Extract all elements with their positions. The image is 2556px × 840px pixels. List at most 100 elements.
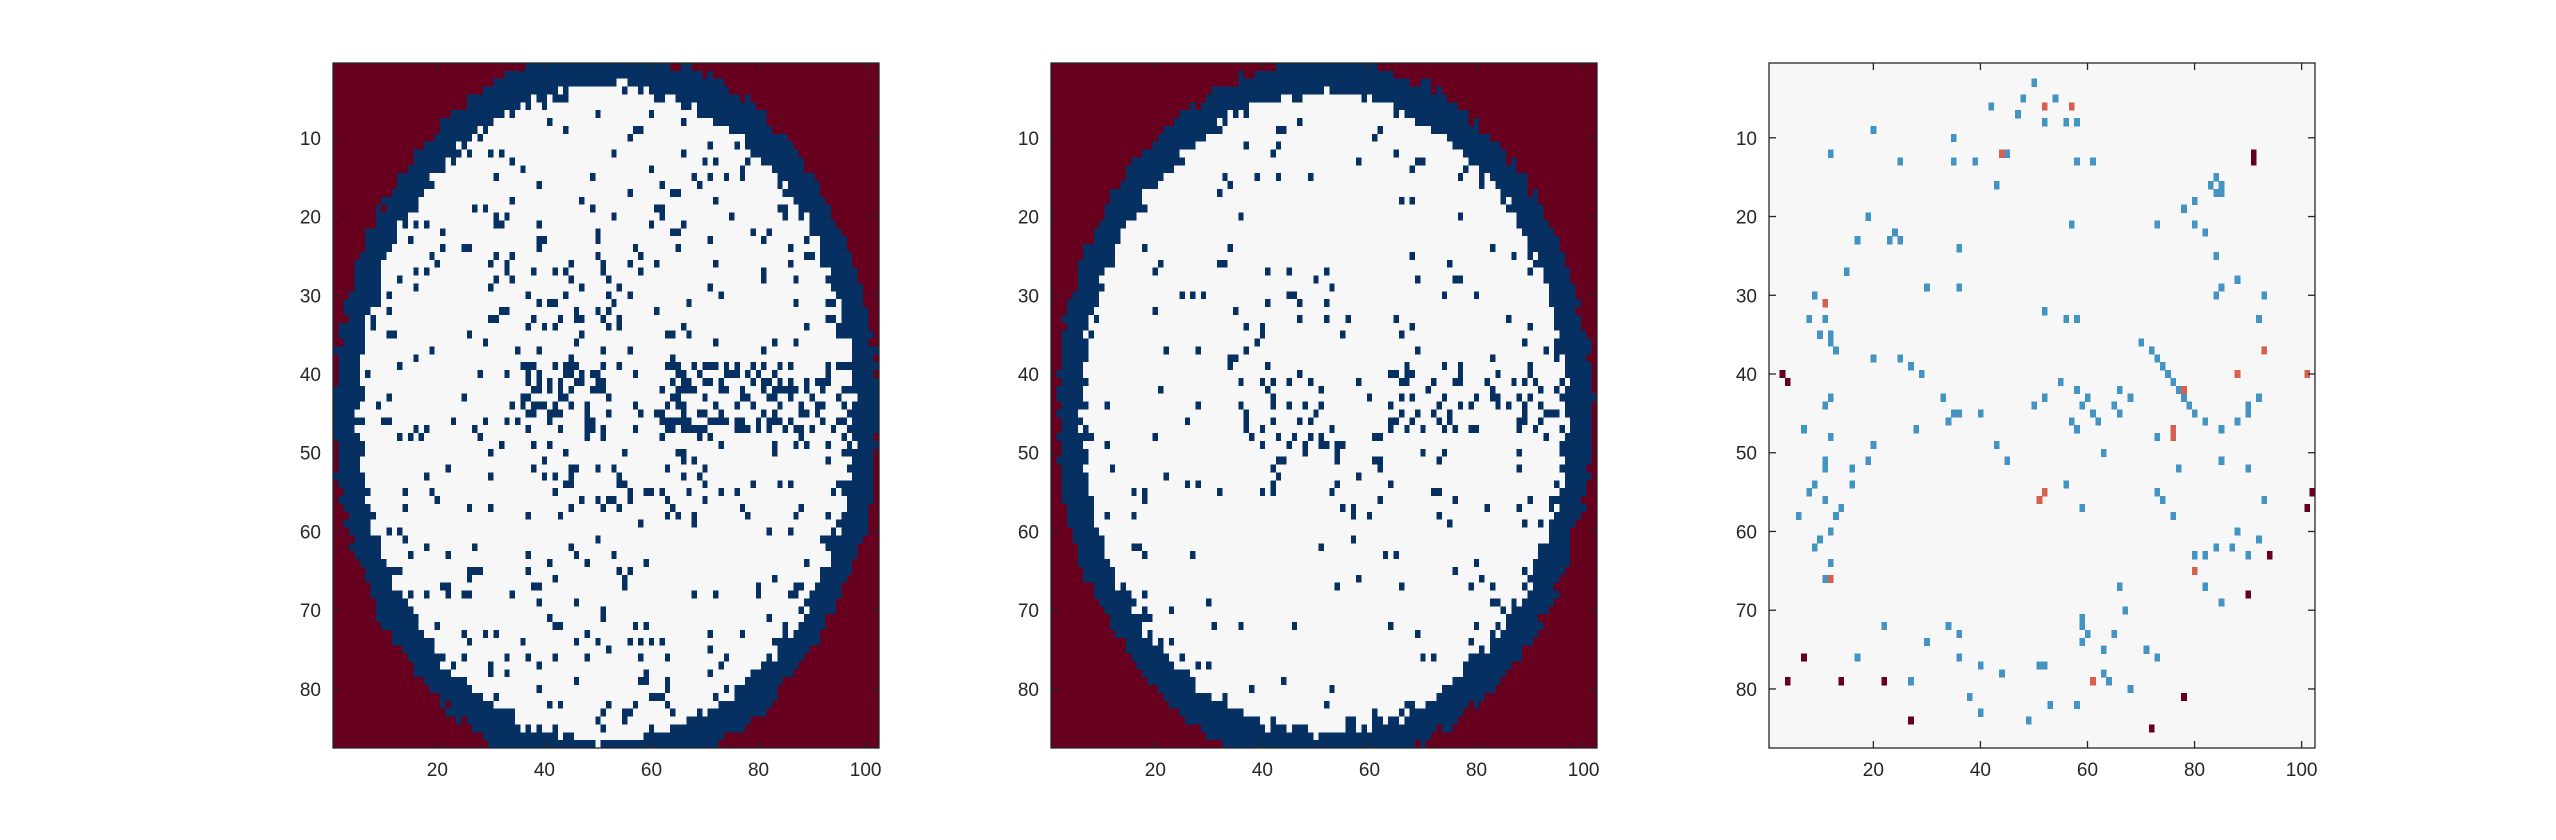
heatmap-cell [1489,629,1496,639]
heatmap-cell [734,401,741,410]
heatmap-cell [1275,125,1288,135]
heatmap-cell [809,212,832,221]
heatmap-cell [536,362,553,371]
heatmap-cell [1833,511,1839,520]
heatmap-cell [2127,393,2134,402]
heatmap-cell [1238,622,1245,631]
heatmap-cell [707,173,714,182]
heatmap-cell [793,582,805,592]
heatmap-cell [1522,338,1528,347]
heatmap-cell [1452,141,1502,151]
heatmap-cell [1495,629,1502,639]
heatmap-cell [1913,425,1920,434]
heatmap-cell [1067,299,1100,308]
heatmap-cell [820,535,864,544]
heatmap-cell [445,157,452,166]
heatmap-cell [1993,440,2000,450]
heatmap-cell [1398,377,1411,387]
heatmap-cell [1527,362,1534,371]
heatmap-cell [713,401,719,410]
heatmap-cell [1158,259,1164,269]
heatmap-cell [729,362,735,371]
heatmap-cell [2100,645,2107,654]
heatmap-cell [1051,401,1063,410]
heatmap-cell [1195,291,1202,300]
heatmap-cell [836,488,843,497]
heatmap-cell [771,614,805,623]
heatmap-cell [1398,716,1405,725]
heatmap-cell [1093,307,1154,316]
heatmap-cell [659,181,666,190]
heatmap-cell [563,409,586,418]
heatmap-cell [750,228,757,237]
heatmap-cell [1538,188,1598,198]
heatmap-cell [407,488,430,497]
heatmap-cell [1431,732,1598,741]
heatmap-cell [1099,291,1180,300]
heatmap-cell [1543,275,1571,284]
heatmap-cell [1468,401,1475,410]
heatmap-cell [1447,425,1453,434]
heatmap-cell [402,275,495,284]
heatmap-cell [723,409,762,418]
heatmap-cell [515,346,521,355]
heatmap-cell [600,259,607,269]
heatmap-cell [381,543,425,552]
heatmap-cell [1115,574,1357,584]
heatmap-cell [1479,700,1598,710]
heatmap-cell [1093,503,1341,513]
heatmap-cell [541,385,548,395]
heatmap-cell [1265,377,1271,387]
heatmap-cell [509,267,532,277]
heatmap-cell [1554,385,1561,395]
heatmap-cell [493,448,564,458]
heatmap-cell [557,732,564,741]
heatmap-cell [579,338,714,347]
heatmap-cell [755,401,778,410]
heatmap-cell [638,677,650,686]
heatmap-cell [611,409,639,418]
heatmap-cell [1382,433,1544,442]
heatmap-cell [1570,543,1598,552]
heatmap-cell [1099,598,1138,607]
heatmap-cell [359,362,398,371]
heatmap-cell [525,370,532,379]
heatmap-cell [2218,181,2225,190]
heatmap-cell [1586,480,1598,489]
heatmap-cell [579,330,586,340]
heatmap-cell [1324,401,1389,410]
heatmap-cell [488,629,495,639]
heatmap-cell [718,440,725,450]
heatmap-cell [509,669,644,678]
heatmap-cell [1056,456,1089,466]
heatmap-cell [734,692,778,702]
heatmap-cell [1302,314,1325,324]
heatmap-cell [825,614,880,623]
heatmap-cell [1136,212,1239,221]
heatmap-cell [1516,157,1598,166]
heatmap-cell [333,480,339,489]
heatmap-cell [536,314,559,324]
heatmap-cell [1184,653,1421,662]
heatmap-cell [1511,377,1518,387]
heatmap-cell [1452,275,1464,284]
heatmap-cell [852,354,875,363]
heatmap-cell [1109,464,1116,473]
heatmap-cell [1131,606,1143,615]
heatmap-cell [1452,377,1464,387]
heatmap-cell [788,133,880,143]
heatmap-cell [1570,425,1593,434]
heatmap-cell [1077,283,1106,292]
heatmap-cell [1870,440,1877,450]
heatmap-cell [1388,551,1395,560]
heatmap-cell [1302,417,1309,426]
heatmap-cell [584,417,596,426]
heatmap-cell [1463,669,1507,678]
heatmap-cell [1447,259,1453,269]
heatmap-cell [606,267,639,277]
heatmap-cell [1297,299,1304,308]
heatmap-cell [1131,543,1143,552]
heatmap-cell [354,535,382,544]
heatmap-cell [825,543,859,552]
heatmap-cell [413,157,446,166]
